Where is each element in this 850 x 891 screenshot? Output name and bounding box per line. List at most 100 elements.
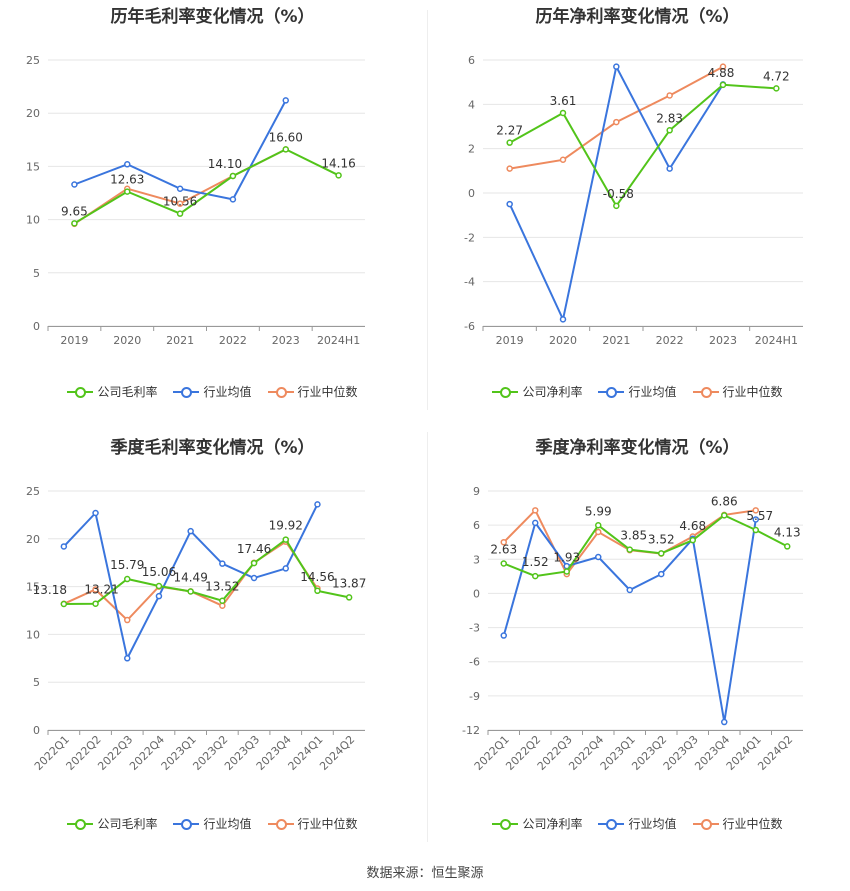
data-point[interactable]: [506, 200, 513, 208]
legend-item[interactable]: 行业均值: [173, 815, 252, 832]
data-point[interactable]: [345, 594, 353, 601]
data-point[interactable]: [229, 196, 237, 203]
data-point[interactable]: [658, 570, 665, 578]
data-point[interactable]: [626, 546, 633, 553]
legend-item[interactable]: 行业中位数: [692, 383, 783, 400]
y-tick-label: 20: [26, 533, 40, 546]
data-label: 3.52: [648, 532, 675, 546]
data-point[interactable]: [666, 165, 673, 172]
y-tick-label: 0: [33, 320, 40, 333]
data-point[interactable]: [784, 543, 791, 550]
chart-title: 历年毛利率变化情况（%）: [110, 7, 315, 27]
data-label: 1.52: [522, 555, 549, 569]
data-point[interactable]: [721, 718, 728, 726]
data-point[interactable]: [752, 507, 759, 514]
legend-marker-icon: [692, 386, 719, 398]
legend-item[interactable]: 行业中位数: [267, 383, 358, 400]
chart-legend[interactable]: 公司毛利率 行业均值 行业中位数: [0, 383, 425, 400]
data-point[interactable]: [752, 526, 759, 534]
data-point[interactable]: [595, 553, 602, 561]
data-point[interactable]: [563, 568, 570, 575]
data-point[interactable]: [282, 146, 289, 153]
legend-item[interactable]: 行业中位数: [692, 815, 783, 832]
data-point[interactable]: [719, 63, 727, 70]
data-point[interactable]: [282, 565, 289, 572]
data-point[interactable]: [92, 600, 99, 607]
data-point[interactable]: [595, 528, 602, 536]
y-tick-label: 0: [468, 187, 475, 200]
data-point[interactable]: [219, 560, 226, 567]
data-point[interactable]: [155, 592, 163, 600]
data-point[interactable]: [92, 509, 99, 517]
data-point[interactable]: [559, 109, 567, 117]
data-point[interactable]: [250, 574, 258, 582]
legend-marker-icon: [67, 386, 94, 398]
data-point[interactable]: [219, 597, 226, 604]
chart-panel-quarterly-net-margin: 季度净利率变化情况（%） -12 -9 -6 -3 0 3 6 9 2022Q1 2022Q2 20…: [425, 431, 850, 851]
chart-legend[interactable]: 公司净利率 行业均值 行业中位数: [425, 383, 850, 400]
data-point[interactable]: [187, 527, 194, 535]
data-point[interactable]: [124, 655, 131, 662]
legend-item[interactable]: 公司毛利率: [67, 815, 157, 832]
data-point[interactable]: [532, 519, 539, 527]
data-label: 4.72: [763, 69, 790, 83]
data-point[interactable]: [335, 172, 342, 179]
data-point[interactable]: [124, 616, 131, 624]
data-point[interactable]: [719, 81, 727, 89]
data-point[interactable]: [613, 63, 620, 70]
data-point[interactable]: [532, 572, 539, 580]
legend-item[interactable]: 行业均值: [173, 383, 252, 400]
data-point[interactable]: [500, 632, 507, 639]
data-point[interactable]: [124, 188, 131, 195]
data-point[interactable]: [752, 516, 759, 523]
data-point[interactable]: [314, 587, 321, 595]
data-point[interactable]: [71, 220, 78, 227]
data-point[interactable]: [595, 522, 602, 529]
legend-item[interactable]: 行业中位数: [267, 815, 358, 832]
data-point[interactable]: [176, 200, 184, 207]
data-point[interactable]: [658, 550, 665, 557]
data-point[interactable]: [721, 512, 728, 519]
data-point[interactable]: [71, 181, 78, 188]
data-point[interactable]: [773, 85, 780, 92]
data-point[interactable]: [559, 156, 567, 163]
data-point[interactable]: [506, 165, 513, 172]
data-point[interactable]: [613, 202, 620, 210]
data-point[interactable]: [176, 210, 184, 217]
legend-label: 行业均值: [203, 385, 252, 399]
data-point[interactable]: [187, 588, 194, 595]
legend-item[interactable]: 公司净利率: [492, 815, 582, 832]
data-point[interactable]: [282, 97, 289, 104]
data-point[interactable]: [155, 582, 163, 590]
chart-legend[interactable]: 公司净利率 行业均值 行业中位数: [425, 815, 850, 832]
data-point[interactable]: [689, 536, 696, 544]
data-point[interactable]: [60, 600, 68, 608]
data-point[interactable]: [532, 507, 539, 514]
legend-item[interactable]: 行业均值: [598, 383, 677, 400]
data-point[interactable]: [282, 536, 289, 543]
x-tick-label: 2024Q2: [755, 733, 795, 773]
data-point[interactable]: [506, 139, 513, 146]
data-point[interactable]: [626, 586, 633, 594]
data-point[interactable]: [124, 575, 131, 583]
data-point[interactable]: [666, 127, 673, 134]
data-point[interactable]: [559, 316, 567, 323]
legend-item[interactable]: 公司毛利率: [67, 383, 157, 400]
data-point[interactable]: [666, 92, 673, 99]
data-point[interactable]: [500, 538, 507, 546]
x-tick-label: 2020: [113, 334, 141, 347]
data-point[interactable]: [613, 118, 620, 126]
data-point[interactable]: [314, 501, 321, 508]
chart-legend[interactable]: 公司毛利率 行业均值 行业中位数: [0, 815, 425, 832]
data-point[interactable]: [124, 161, 131, 168]
data-point[interactable]: [60, 543, 68, 550]
legend-item[interactable]: 公司净利率: [492, 383, 582, 400]
chart-title: 季度毛利率变化情况（%）: [110, 438, 315, 458]
data-point[interactable]: [250, 559, 258, 567]
data-point[interactable]: [176, 185, 184, 192]
legend-marker-icon: [173, 386, 200, 398]
legend-item[interactable]: 行业均值: [598, 815, 677, 832]
data-point[interactable]: [229, 172, 237, 180]
data-point[interactable]: [500, 560, 507, 567]
data-point[interactable]: [92, 586, 99, 593]
